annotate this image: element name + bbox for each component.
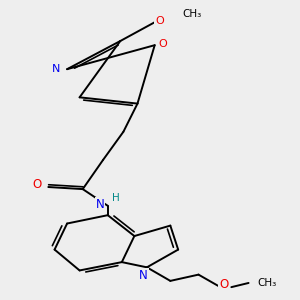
- Text: N: N: [52, 64, 60, 74]
- Text: CH₃: CH₃: [258, 278, 277, 288]
- Text: O: O: [155, 16, 164, 26]
- Text: O: O: [33, 178, 42, 191]
- Text: CH₃: CH₃: [183, 9, 202, 19]
- Text: O: O: [219, 278, 228, 290]
- Text: N: N: [140, 269, 148, 282]
- Text: O: O: [158, 39, 167, 49]
- Text: H: H: [112, 194, 119, 203]
- Text: N: N: [96, 198, 104, 211]
